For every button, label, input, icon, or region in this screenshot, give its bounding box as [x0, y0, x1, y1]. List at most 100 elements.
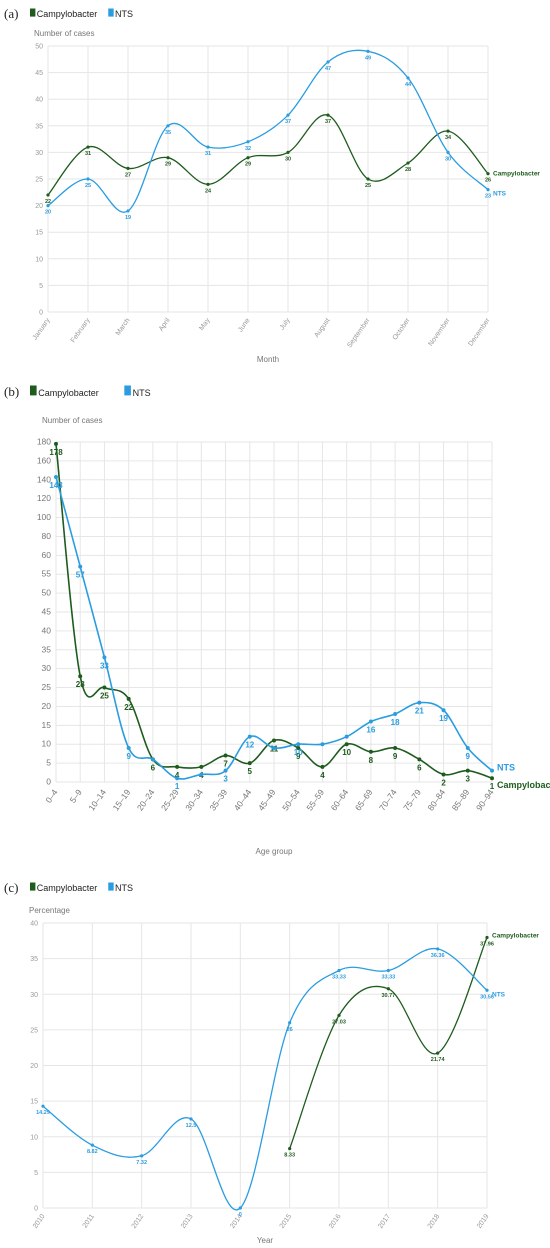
data-point: [223, 768, 228, 773]
data-point: [46, 204, 50, 208]
data-label: 27.03: [332, 1019, 346, 1025]
data-label: 34: [445, 135, 452, 141]
data-label: 37: [285, 119, 291, 125]
y-tick-label: 15: [30, 1099, 38, 1106]
x-tick-label: December: [467, 317, 492, 348]
x-tick-label: 20–24: [135, 787, 157, 812]
data-point: [320, 742, 325, 747]
data-label: 1: [490, 782, 495, 791]
data-label: 37.96: [480, 942, 494, 948]
data-point: [246, 140, 250, 144]
data-label: 25: [365, 183, 371, 189]
y-axis-title: Percentage: [29, 906, 70, 915]
y-tick-label: 0: [34, 1206, 38, 1213]
data-label: 9: [393, 752, 398, 761]
legend-swatch-0: [30, 385, 37, 396]
data-point: [337, 968, 341, 973]
data-label: 31: [205, 151, 211, 157]
legend-swatch-0: [30, 8, 36, 17]
y-tick-label: 35: [42, 644, 52, 654]
data-label: 36.36: [431, 953, 445, 959]
data-point: [344, 734, 349, 739]
data-point: [90, 1143, 94, 1147]
data-label: 18: [391, 718, 400, 727]
x-tick-label: February: [70, 317, 92, 344]
data-point: [296, 746, 301, 750]
data-point: [465, 746, 470, 750]
data-point: [465, 768, 470, 773]
x-tick-label: 2017: [377, 1213, 392, 1230]
x-tick-label: 60–64: [329, 787, 351, 812]
data-label: 44: [405, 82, 412, 88]
data-label: 31: [85, 151, 91, 157]
data-label: 8.33: [284, 1153, 295, 1159]
data-label: 8.82: [87, 1149, 98, 1155]
data-point: [272, 746, 276, 750]
y-tick-label: 10: [30, 1134, 38, 1141]
data-point: [485, 935, 489, 940]
x-tick-label: 2012: [131, 1213, 146, 1230]
series-line-campylobacter: [47, 114, 489, 196]
x-tick-label: 80–84: [425, 787, 447, 812]
data-label: 10: [342, 748, 351, 757]
legend-swatch-1: [108, 8, 114, 17]
data-label: 33: [100, 661, 109, 670]
data-point: [393, 712, 398, 716]
series-line-campylobacter: [55, 443, 493, 779]
series-end-label: NTS: [492, 991, 506, 998]
x-tick-label: January: [32, 317, 52, 342]
y-tick-label: 5: [46, 758, 51, 768]
data-label: 8: [369, 756, 374, 765]
data-point: [441, 772, 446, 777]
data-label: 9: [126, 752, 131, 761]
x-tick-label: 5–9: [68, 787, 84, 805]
x-tick-label: 15–19: [111, 787, 133, 812]
data-label: 57: [76, 571, 85, 580]
data-label: 29: [165, 162, 171, 168]
legend-label-1: NTS: [133, 388, 151, 398]
y-tick-label: 40: [30, 921, 38, 928]
series-end-label: Campylobacter: [497, 780, 550, 790]
data-label: 32: [245, 146, 251, 152]
x-tick-label: 10–14: [86, 787, 108, 812]
y-tick-label: 55: [42, 569, 52, 579]
data-label: 12.5: [186, 1123, 197, 1129]
data-label: 28: [76, 680, 85, 689]
y-tick-label: 15: [42, 720, 52, 730]
x-tick-label: 2018: [427, 1213, 442, 1230]
legend-label-0: Campylobacter: [37, 9, 98, 19]
data-point: [175, 764, 180, 769]
data-point: [206, 182, 210, 186]
data-point: [247, 761, 252, 766]
y-tick-label: 50: [42, 588, 52, 598]
data-point: [78, 674, 83, 679]
data-label: 19: [125, 215, 131, 221]
y-tick-label: 100: [37, 512, 51, 522]
legend-swatch-1: [124, 385, 131, 396]
data-point: [199, 764, 204, 769]
x-tick-label: March: [115, 317, 132, 337]
series-end-label: NTS: [493, 191, 507, 198]
y-axis-title: Number of cases: [34, 29, 94, 38]
data-label: 25: [85, 183, 91, 189]
x-tick-label: 35–39: [207, 787, 229, 812]
data-point: [175, 776, 180, 781]
data-point: [247, 734, 252, 739]
data-point: [54, 474, 58, 479]
x-tick-label: 75–79: [401, 787, 423, 812]
data-point: [86, 145, 90, 149]
data-point: [436, 947, 440, 951]
x-tick-label: August: [313, 317, 331, 339]
x-tick-label: 2015: [279, 1213, 294, 1230]
data-point: [102, 685, 107, 690]
y-tick-label: 10: [35, 256, 43, 263]
data-label: 22: [45, 199, 51, 205]
data-point: [206, 145, 210, 149]
data-point: [386, 987, 390, 991]
data-point: [296, 742, 301, 747]
y-tick-label: 40: [35, 97, 43, 104]
data-point: [490, 768, 494, 773]
data-point: [441, 708, 446, 713]
data-label: 4: [175, 771, 180, 780]
